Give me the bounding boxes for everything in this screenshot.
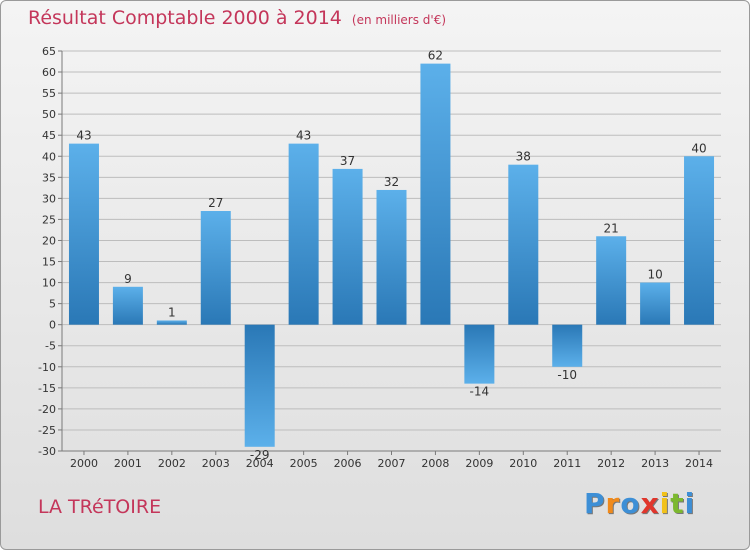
bar-2001 <box>112 286 143 325</box>
logo-letter: i <box>684 487 696 520</box>
y-tick-label: 0 <box>49 319 56 332</box>
x-tick-label: 2007 <box>378 457 406 470</box>
x-tick-label: 2000 <box>70 457 98 470</box>
bar-2002 <box>156 320 187 325</box>
bar-2005 <box>288 143 319 325</box>
logo-letter: P <box>584 487 606 520</box>
data-label: 43 <box>76 129 91 143</box>
x-tick-label: 2008 <box>421 457 449 470</box>
data-label: -10 <box>557 368 577 382</box>
y-tick-label: -10 <box>38 361 56 374</box>
bar-layer <box>68 63 715 447</box>
x-tick-label: 2011 <box>553 457 581 470</box>
bar-2008 <box>420 63 451 325</box>
data-label: -29 <box>250 448 270 462</box>
y-tick-label: -15 <box>38 382 56 395</box>
y-tick-label: -25 <box>38 424 56 437</box>
x-tick-label: 2010 <box>509 457 537 470</box>
x-tick-label: 2002 <box>158 457 186 470</box>
y-tick-label: -20 <box>38 403 56 416</box>
commune-name: LA TRéTOIRE <box>38 496 162 518</box>
data-label: 32 <box>384 175 399 189</box>
label-layer: 43 9 1 27 -29 43 37 32 62 -14 38 -10 21 10 40 <box>76 49 706 462</box>
x-tick-label: 2003 <box>202 457 230 470</box>
y-tick-label: 55 <box>42 87 56 100</box>
y-tick-label: -5 <box>45 340 56 353</box>
data-label: 1 <box>168 305 176 319</box>
x-tick-label: 2009 <box>465 457 493 470</box>
bar-2014 <box>684 156 715 325</box>
y-tick-label: 40 <box>42 150 56 163</box>
y-tick-label: 5 <box>49 298 56 311</box>
bar-2012 <box>596 236 627 325</box>
data-label: 27 <box>208 196 223 210</box>
bar-2009 <box>464 324 495 384</box>
y-tick-label: 10 <box>42 277 56 290</box>
x-tick-label: 2012 <box>597 457 625 470</box>
y-tick-label: 15 <box>42 256 56 269</box>
x-tick-label: 2001 <box>114 457 142 470</box>
x-tick-label: 2013 <box>641 457 669 470</box>
logo-letter: r <box>605 487 621 520</box>
y-tick-label: 50 <box>42 108 56 121</box>
data-label: 43 <box>296 129 311 143</box>
data-label: 37 <box>340 154 355 168</box>
logo-letter: o <box>620 487 641 520</box>
bar-2010 <box>508 164 539 325</box>
y-tick-label: 35 <box>42 171 56 184</box>
data-label: -14 <box>470 385 490 399</box>
x-tick-label: 2006 <box>334 457 362 470</box>
x-tick-label: 2005 <box>290 457 318 470</box>
proxiti-logo: Proxiti <box>584 487 695 520</box>
chart-title-unit: (en milliers d'€) <box>351 13 447 27</box>
bar-2011 <box>552 324 583 367</box>
data-label: 9 <box>124 272 132 286</box>
data-label: 21 <box>604 221 619 235</box>
bar-2003 <box>200 211 231 325</box>
logo-letter: i <box>659 487 671 520</box>
data-label: 62 <box>428 49 443 63</box>
y-tick-label: 25 <box>42 213 56 226</box>
chart-title: Résultat Comptable 2000 à 2014 (en millie… <box>28 7 446 29</box>
y-tick-label: 60 <box>42 66 56 79</box>
y-tick-label: 20 <box>42 234 56 247</box>
bar-2000 <box>68 143 99 325</box>
y-tick-label: -30 <box>38 445 56 458</box>
x-tick-label: 2004 <box>246 457 274 470</box>
logo-letter: x <box>640 487 660 520</box>
y-tick-label: 30 <box>42 192 56 205</box>
chart-title-main: Résultat Comptable 2000 à 2014 <box>28 7 342 29</box>
bar-2006 <box>332 168 363 325</box>
x-tick-label: 2014 <box>685 457 713 470</box>
axis-layer: 65605550454035302520151050-5-10-15-20-25… <box>38 45 721 470</box>
data-label: 10 <box>647 268 662 282</box>
logo-letter: t <box>670 487 685 520</box>
y-tick-label: 45 <box>42 129 56 142</box>
data-label: 38 <box>516 150 531 164</box>
y-tick-label: 65 <box>42 45 56 58</box>
data-label: 40 <box>691 141 706 155</box>
bar-2013 <box>640 282 671 325</box>
bar-2007 <box>376 189 407 325</box>
bar-2004 <box>244 324 275 447</box>
